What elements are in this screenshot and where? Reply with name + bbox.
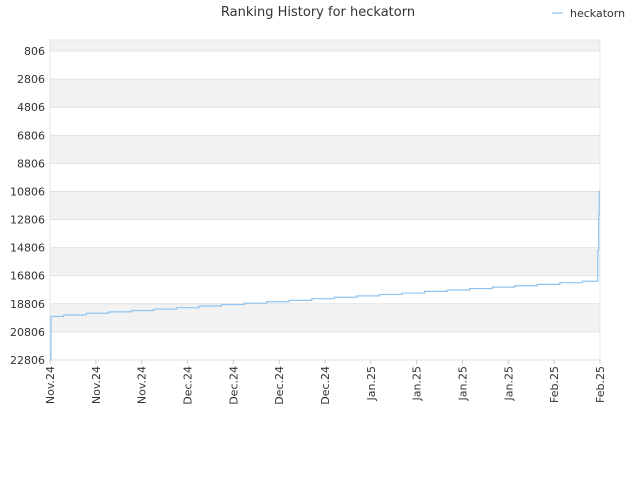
band-4	[50, 163, 600, 192]
band-7	[50, 247, 600, 276]
x-axis-ticks: Nov.24 Nov.24 Nov.24 Dec.24 Dec.24 Dec.24 Dec.…	[44, 360, 607, 405]
plot-background-bands	[49, 39, 601, 361]
band-10	[50, 331, 600, 360]
band-5	[50, 191, 600, 220]
band-top	[50, 40, 600, 51]
x-tick-label: Nov.24	[90, 366, 103, 404]
x-tick-label: Nov.24	[44, 366, 57, 404]
x-tick-label: Nov.24	[136, 366, 149, 404]
x-tick-label: Dec.24	[273, 366, 286, 405]
band-0	[50, 51, 600, 80]
y-tick-label: 16806	[10, 270, 45, 283]
band-2	[50, 107, 600, 136]
x-tick-label: Jan.25	[411, 366, 424, 401]
legend-label-heckatorn: heckatorn	[570, 7, 625, 20]
band-9	[50, 303, 600, 332]
y-tick-label: 6806	[17, 129, 45, 142]
series-layer	[50, 190, 600, 361]
legend: heckatorn	[552, 7, 625, 20]
y-tick-label: 4806	[17, 101, 45, 114]
x-tick-label: Dec.24	[319, 366, 332, 405]
x-tick-label: Feb.25	[594, 366, 607, 403]
y-tick-label: 2806	[17, 73, 45, 86]
series-line-heckatorn	[50, 190, 600, 361]
x-tick-label: Feb.25	[548, 366, 561, 403]
x-tick-label: Jan.25	[457, 366, 470, 401]
y-tick-label: 14806	[10, 242, 45, 255]
y-tick-label: 8806	[17, 157, 45, 170]
x-tick-label: Dec.24	[227, 366, 240, 405]
chart-title: Ranking History for heckatorn	[221, 5, 415, 20]
band-1	[50, 79, 600, 108]
y-tick-label: 20806	[10, 326, 45, 339]
y-tick-label: 12806	[10, 214, 45, 227]
x-tick-label: Jan.25	[502, 366, 515, 401]
y-tick-label: 22806	[10, 354, 45, 367]
band-6	[50, 219, 600, 248]
x-tick-label: Dec.24	[182, 366, 195, 405]
x-tick-label: Jan.25	[365, 366, 378, 401]
y-tick-label: 18806	[10, 298, 45, 311]
y-axis-ticks: 806 2806 4806 6806 8806 10806 12806 14806 16806 1…	[10, 45, 45, 367]
y-tick-label: 806	[24, 45, 45, 58]
band-8	[50, 275, 600, 304]
band-3	[50, 135, 600, 164]
y-tick-label: 10806	[10, 185, 45, 198]
